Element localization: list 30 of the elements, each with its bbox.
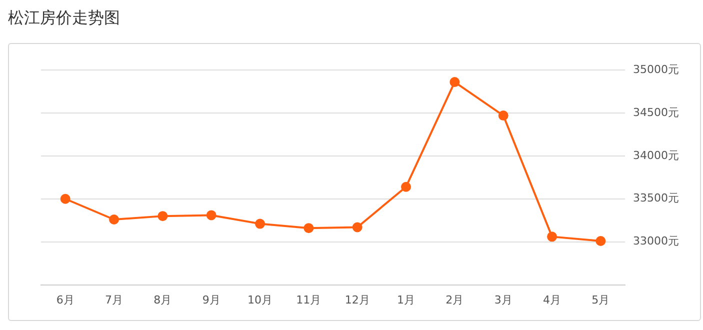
point (498, 110, 508, 121)
x-tick-label: 6月 (56, 293, 74, 306)
point (547, 232, 558, 242)
y-tick-label: 33000元 (633, 234, 680, 248)
point (596, 236, 606, 246)
x-tick-label: 4月 (543, 293, 562, 306)
point (401, 182, 412, 192)
chart-title: 松江房价走势图 (8, 8, 121, 29)
x-tick-label: 8月 (154, 293, 172, 306)
x-tick-label: 11月 (296, 293, 322, 306)
x-tick-label: 7月 (105, 293, 123, 306)
y-tick-label: 34000元 (633, 148, 680, 162)
point (352, 222, 362, 232)
point (450, 77, 460, 88)
x-tick-label: 3月 (494, 293, 512, 306)
point (206, 210, 216, 220)
y-tick-label: 35000元 (633, 62, 680, 76)
point (109, 214, 119, 224)
x-tick-label: 5月 (592, 293, 610, 306)
y-tick-label: 34500元 (633, 106, 680, 119)
x-tick-label: 12月 (344, 293, 370, 306)
point (158, 211, 168, 222)
x-tick-label: 1月 (397, 293, 416, 306)
x-tick-label: 2月 (446, 293, 464, 306)
point (304, 223, 314, 234)
x-tick-label: 10月 (248, 293, 273, 306)
y-tick-label: 33500元 (633, 192, 680, 205)
x-tick-label: 9月 (202, 293, 220, 306)
point (255, 218, 266, 229)
point (60, 194, 70, 204)
